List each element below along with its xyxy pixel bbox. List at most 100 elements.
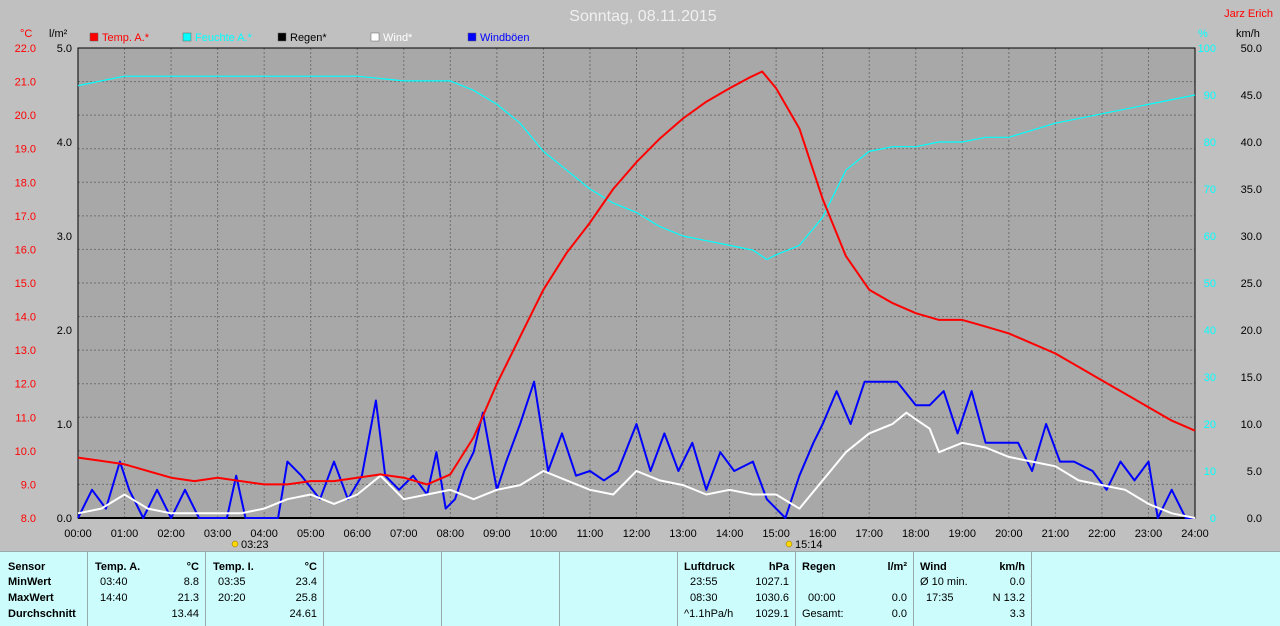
legend-label: Windböen — [480, 32, 530, 44]
humidity-tick-label: 40 — [1204, 325, 1216, 337]
wind-unit-label: km/h — [1236, 28, 1260, 40]
wind-max-value: N 13.2 — [992, 592, 1025, 604]
series-line-feuchte-a — [77, 75, 1196, 261]
temp-a-max-value: 21.3 — [177, 592, 199, 604]
rain-unit-label: l/m² — [49, 28, 68, 40]
wind-axis: 0.0 5.0 10.0 15.0 20.0 25.0 30.0 35.0 40.0 45.0 50… — [1241, 43, 1262, 525]
legend-label: Regen* — [290, 32, 327, 44]
time-tick-label: 17:00 — [855, 528, 883, 540]
stats-avg-label: Durchschnitt — [8, 608, 76, 620]
legend-swatch — [89, 32, 99, 42]
temp-tick-label: 10.0 — [15, 446, 36, 458]
time-tick-label: 11:00 — [577, 528, 604, 540]
temp-tick-label: 8.0 — [21, 513, 36, 525]
author-label: Jarz Erich — [1224, 8, 1273, 20]
temp-tick-label: 16.0 — [15, 244, 36, 256]
stats-sensor-header: Sensor — [8, 561, 46, 573]
humidity-tick-label: 100 — [1198, 43, 1216, 55]
time-tick-label: 07:00 — [390, 528, 418, 540]
rain-tick-label: 4.0 — [57, 137, 72, 149]
time-tick-label: 24:00 — [1181, 528, 1209, 540]
wind-tick-label: 15.0 — [1241, 372, 1262, 384]
temp-i-max-value: 25.8 — [295, 592, 317, 604]
wind-tick-label: 20.0 — [1241, 325, 1262, 337]
temp-tick-label: 11.0 — [15, 412, 36, 424]
time-tick-label: 05:00 — [297, 528, 325, 540]
time-tick-label: 03:00 — [204, 528, 232, 540]
wind-tick-label: 10.0 — [1241, 419, 1262, 431]
wind-tick-label: 45.0 — [1241, 90, 1262, 102]
pressure-avg-value: 1029.1 — [755, 608, 789, 620]
legend-swatch — [467, 32, 477, 42]
humidity-axis: 0 10 20 30 40 50 60 70 80 90 100 — [1198, 43, 1216, 525]
time-tick-label: 14:00 — [716, 528, 744, 540]
temp-a-min-time: 03:40 — [100, 576, 128, 588]
temp-i-unit: °C — [304, 561, 317, 573]
humidity-tick-label: 90 — [1204, 90, 1216, 102]
temp-a-max-time: 14:40 — [100, 592, 128, 604]
wind-avg10-value: 0.0 — [1009, 576, 1025, 588]
humidity-tick-label: 30 — [1204, 372, 1216, 384]
wind-max-time: 17:35 — [926, 592, 954, 604]
stats-min-label: MinWert — [8, 576, 52, 588]
time-tick-label: 12:00 — [623, 528, 651, 540]
temp-tick-label: 9.0 — [21, 479, 36, 491]
statistics-panel: Sensor MinWert MaxWert Durchschnitt Temp… — [0, 551, 1280, 626]
time-tick-label: 04:00 — [250, 528, 278, 540]
time-tick-label: 13:00 — [669, 528, 697, 540]
stats-max-label: MaxWert — [8, 592, 54, 604]
wind-avg-value: 3.3 — [1009, 608, 1025, 620]
temp-a-avg-value: 13.44 — [171, 608, 199, 620]
stats-col-temp-a: Temp. A. °C 03:40 8.8 14:40 21.3 13.44 — [88, 552, 206, 626]
temp-i-max-time: 20:20 — [218, 592, 246, 604]
temp-unit-label: °C — [20, 28, 32, 40]
legend-swatch — [182, 32, 192, 42]
stats-col-empty-1 — [324, 552, 442, 626]
time-tick-label: 22:00 — [1088, 528, 1116, 540]
sunset-marker: 15:14 — [785, 539, 823, 551]
time-tick-label: 06:00 — [343, 528, 371, 540]
time-tick-label: 08:00 — [437, 528, 465, 540]
pressure-unit: hPa — [768, 561, 789, 573]
stats-col-sensor: Sensor MinWert MaxWert Durchschnitt — [0, 552, 88, 626]
rain-unit: l/m² — [887, 561, 907, 573]
humidity-tick-label: 50 — [1204, 278, 1216, 290]
temp-tick-label: 19.0 — [15, 144, 36, 156]
rain-tick-label: 1.0 — [57, 419, 72, 431]
sunrise-icon — [231, 540, 239, 548]
series-line-temp-a — [77, 70, 1196, 486]
wind-tick-label: 40.0 — [1241, 137, 1262, 149]
pressure-min-value: 1027.1 — [755, 576, 789, 588]
temp-tick-label: 20.0 — [15, 110, 36, 122]
time-tick-label: 20:00 — [995, 528, 1023, 540]
plot-area — [78, 48, 1195, 518]
time-tick-label: 16:00 — [809, 528, 837, 540]
time-tick-label: 00:00 — [64, 528, 92, 540]
legend-label: Temp. A.* — [102, 32, 150, 44]
stats-col-temp-i: Temp. I. °C 03:35 23.4 20:20 25.8 24.61 — [206, 552, 324, 626]
wind-tick-label: 50.0 — [1241, 43, 1262, 55]
temp-i-min-value: 23.4 — [295, 576, 317, 588]
stats-col-empty-2 — [442, 552, 560, 626]
wind-tick-label: 0.0 — [1247, 513, 1262, 525]
wind-header: Wind — [920, 561, 947, 573]
humidity-tick-label: 20 — [1204, 419, 1216, 431]
wind-unit: km/h — [999, 561, 1025, 573]
temp-tick-label: 18.0 — [15, 177, 36, 189]
rain-tick-label: 3.0 — [57, 231, 72, 243]
time-axis: 00:00 01:00 02:00 03:00 04:00 05:00 06:00 07:00… — [64, 528, 1209, 540]
wind-tick-label: 5.0 — [1247, 466, 1262, 478]
time-tick-label: 15:00 — [762, 528, 790, 540]
temp-tick-label: 15.0 — [15, 278, 36, 290]
sunrise-time: 03:23 — [241, 539, 269, 551]
rain-tick-label: 5.0 — [57, 43, 72, 55]
temp-tick-label: 22.0 — [15, 43, 36, 55]
rain-tick-label: 2.0 — [57, 325, 72, 337]
temp-tick-label: 12.0 — [15, 379, 36, 391]
humidity-unit-label: % — [1198, 28, 1208, 40]
temp-tick-label: 13.0 — [15, 345, 36, 357]
sunset-time: 15:14 — [795, 539, 823, 551]
legend-label: Wind* — [383, 32, 413, 44]
legend: Temp. A.* Feuchte A.* Regen* Wind* Windböen — [89, 32, 530, 44]
weather-chart: 8.0 9.0 10.0 11.0 12.0 13.0 14.0 15.0 16.0 17.0 18… — [14, 8, 1273, 551]
